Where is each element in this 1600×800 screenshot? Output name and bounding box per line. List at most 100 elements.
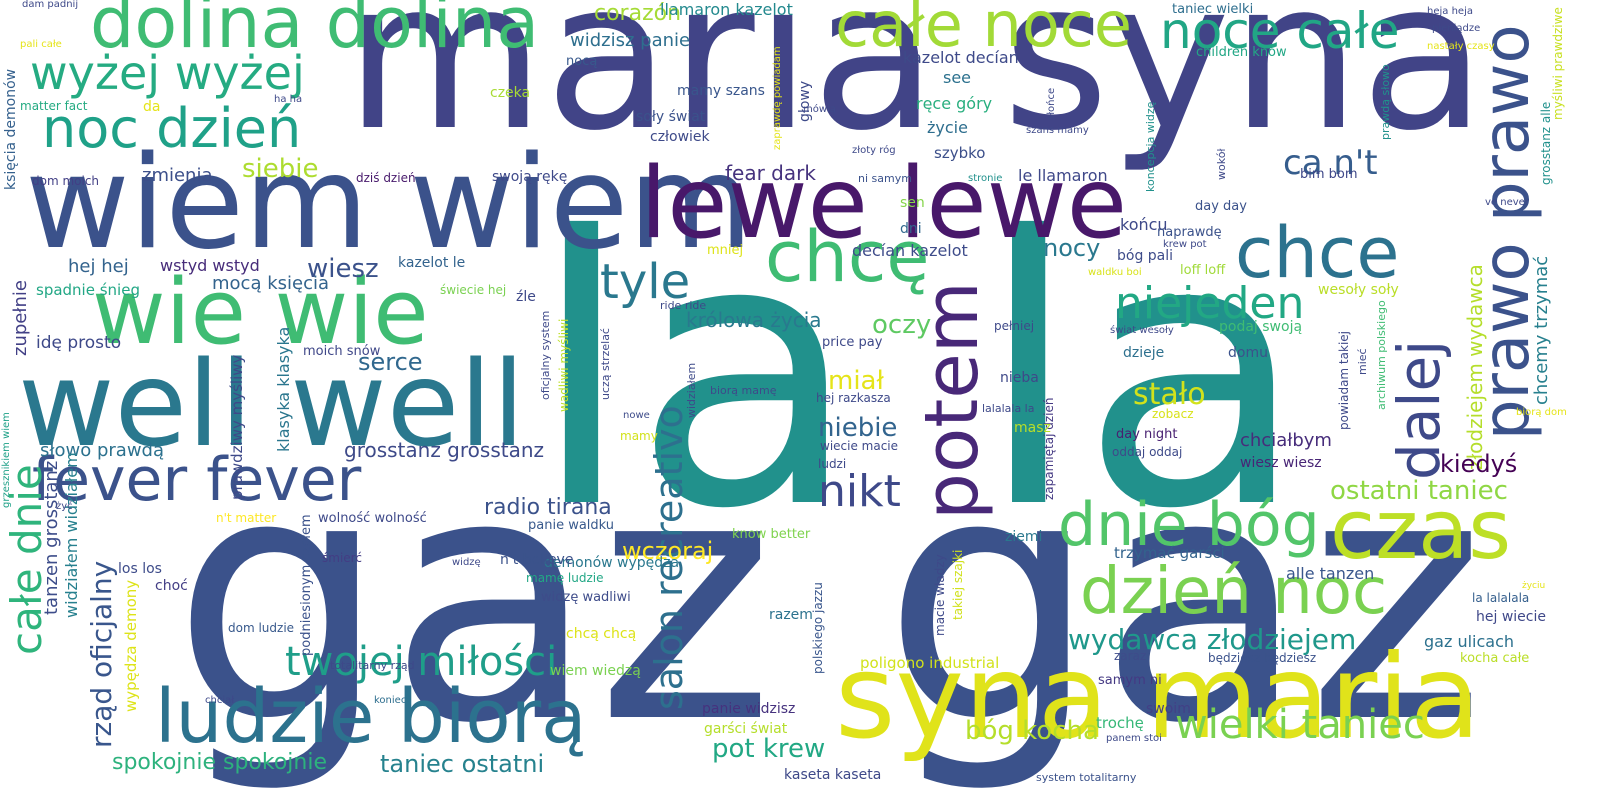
word: ziemi	[1005, 529, 1043, 545]
word: trzymać garści	[1114, 544, 1225, 562]
word: maria syna	[345, 0, 1487, 176]
word: day night	[1116, 427, 1178, 442]
word: kazelot le	[398, 255, 466, 271]
word: ludzie biorą	[155, 674, 587, 760]
word: kaseta kaseta	[784, 767, 882, 783]
word: nieba	[1000, 370, 1039, 386]
word: dzieje	[1123, 345, 1165, 361]
word: zaraz	[1114, 649, 1147, 663]
word: szybko	[934, 144, 986, 162]
word: wydawca złodziejem	[1068, 623, 1357, 656]
word: klasyka klasyka	[274, 326, 293, 452]
word: dzień noc	[1080, 555, 1388, 629]
word: człowiek	[650, 129, 710, 145]
word: będziesz będziesz	[1208, 651, 1317, 665]
word: słowo prawdą	[40, 440, 164, 461]
word: panie widzisz	[702, 701, 796, 717]
word: gaz ulicach	[1424, 632, 1515, 651]
word: spokojnie spokojnie	[112, 750, 328, 775]
word: wolność wolność	[318, 511, 427, 526]
word: naprawdę	[1157, 225, 1222, 240]
word: ni samym	[858, 172, 912, 185]
word: ludzi	[818, 457, 847, 471]
word: zupełnie	[10, 280, 31, 356]
word: kiedyś	[1440, 450, 1518, 478]
word: los los	[118, 561, 162, 577]
word: loff loff	[1180, 263, 1226, 278]
word: zobacz	[1152, 407, 1194, 421]
word: chciał	[205, 695, 235, 706]
word: stało	[1133, 377, 1206, 412]
word: chciałbym	[1240, 430, 1332, 451]
word: polskiego jazzu	[811, 582, 825, 674]
word: tanzen grosstanz	[41, 460, 62, 615]
word: niebie	[818, 413, 898, 443]
word: całe noce	[835, 0, 1133, 61]
word: heja heja	[1427, 6, 1473, 17]
word: dni	[900, 221, 922, 237]
word: dom moich	[32, 174, 100, 188]
word: idę prosto	[36, 333, 122, 353]
word: ha ha	[274, 94, 303, 105]
word: decían kazelot	[852, 241, 968, 260]
word: królowa życia	[686, 308, 822, 332]
word: n't believe	[500, 552, 574, 568]
word: sen	[900, 195, 925, 211]
word: krew pot	[1163, 239, 1207, 250]
word: mieć	[1356, 348, 1369, 375]
word: stronie	[968, 173, 1003, 184]
word: choć	[155, 578, 188, 594]
word: nowe	[623, 410, 650, 421]
word: twojej miłości	[285, 639, 558, 685]
word: gaz gaz	[172, 402, 1486, 798]
word: wiesz wiesz	[1240, 455, 1322, 471]
word: wielki taniec	[1175, 702, 1425, 748]
word: świat wesoły	[1110, 325, 1174, 336]
word: macie władzy	[933, 554, 947, 636]
word: razem	[769, 607, 813, 623]
word: głowy	[797, 80, 813, 122]
word: lewe lewe	[640, 147, 1128, 261]
word: corazón	[594, 1, 682, 26]
word: swoją rękę	[492, 169, 568, 185]
word: czeka	[490, 85, 531, 101]
word: see	[943, 68, 972, 87]
word: panem stoi	[1106, 733, 1162, 744]
word: demonów wypędza	[544, 555, 680, 571]
word: wesoły soły	[1318, 282, 1399, 298]
word: noc dzień	[42, 97, 302, 160]
word: koniec	[374, 695, 407, 706]
word: la la	[530, 160, 1307, 590]
word: domu	[1228, 345, 1268, 361]
word: day day	[1195, 199, 1247, 214]
word: hej hej	[68, 256, 129, 277]
word: wie wie	[92, 260, 429, 365]
word: podniesionym czołem	[299, 514, 314, 656]
word: nocą	[566, 54, 598, 69]
word: chcą chcą	[566, 626, 637, 642]
word: bóg kocha	[965, 716, 1099, 746]
word: świecie hej	[440, 283, 507, 297]
word: chcemy trzymać	[1531, 255, 1552, 405]
word: wadliwi myśliwi	[557, 318, 571, 412]
word: rząd oficjalny	[85, 560, 118, 748]
word: szans mamy	[1026, 125, 1089, 136]
word: życiu	[1522, 581, 1546, 591]
word: nikt	[818, 466, 901, 517]
word: alle tanzen	[1286, 564, 1375, 583]
word: ca n't	[1283, 143, 1378, 183]
word: nocy	[1043, 234, 1101, 262]
word: kazelot decían	[903, 48, 1019, 67]
word: źle	[516, 289, 536, 305]
word: oficjalny system	[539, 310, 552, 400]
word: widzę	[452, 557, 481, 568]
word: ręce góry	[916, 94, 993, 113]
word: pot krew	[712, 734, 826, 764]
word: n't matter	[216, 511, 277, 525]
word: koncepcja widzę	[1144, 101, 1157, 192]
word: mamy szans	[677, 83, 765, 99]
word: ride ride	[660, 299, 707, 312]
word: dziś dzień	[356, 171, 416, 185]
word: know better	[732, 527, 811, 542]
word: lalalala la	[982, 402, 1035, 415]
